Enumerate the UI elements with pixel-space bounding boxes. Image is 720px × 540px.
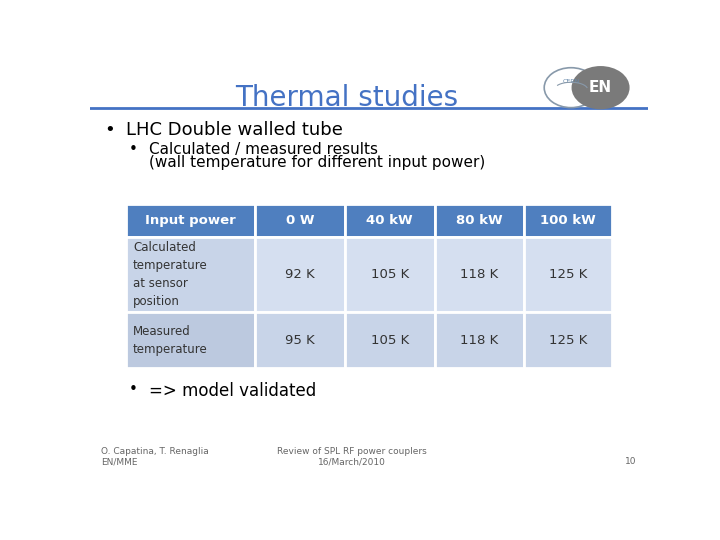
FancyBboxPatch shape <box>524 237 612 312</box>
Text: 40 kW: 40 kW <box>366 214 413 227</box>
Text: 118 K: 118 K <box>460 268 498 281</box>
FancyBboxPatch shape <box>345 237 435 312</box>
Text: EN: EN <box>589 80 612 95</box>
Text: 80 kW: 80 kW <box>456 214 503 227</box>
Text: Thermal studies: Thermal studies <box>235 84 458 112</box>
Text: LHC Double walled tube: LHC Double walled tube <box>126 121 343 139</box>
Text: 95 K: 95 K <box>285 334 315 347</box>
FancyBboxPatch shape <box>524 204 612 237</box>
Circle shape <box>544 68 598 107</box>
FancyBboxPatch shape <box>345 312 435 368</box>
FancyBboxPatch shape <box>435 312 524 368</box>
Text: 105 K: 105 K <box>371 334 409 347</box>
FancyBboxPatch shape <box>255 237 345 312</box>
Text: Review of SPL RF power couplers
16/March/2010: Review of SPL RF power couplers 16/March… <box>277 447 427 466</box>
FancyBboxPatch shape <box>435 204 524 237</box>
Text: •: • <box>104 121 114 139</box>
Text: 0 W: 0 W <box>286 214 314 227</box>
FancyBboxPatch shape <box>126 237 255 312</box>
FancyBboxPatch shape <box>435 237 524 312</box>
Text: 92 K: 92 K <box>285 268 315 281</box>
Text: Input power: Input power <box>145 214 236 227</box>
Text: => model validated: => model validated <box>148 382 316 400</box>
FancyBboxPatch shape <box>255 204 345 237</box>
FancyBboxPatch shape <box>345 204 435 237</box>
FancyBboxPatch shape <box>255 312 345 368</box>
Text: Calculated / measured results: Calculated / measured results <box>148 141 377 157</box>
Text: 10: 10 <box>626 457 637 466</box>
Text: •: • <box>129 382 138 397</box>
Text: 125 K: 125 K <box>549 334 588 347</box>
Text: 118 K: 118 K <box>460 334 498 347</box>
FancyBboxPatch shape <box>126 204 255 237</box>
Text: (wall temperature for different input power): (wall temperature for different input po… <box>148 156 485 171</box>
Circle shape <box>572 66 629 109</box>
Text: •: • <box>129 141 138 157</box>
Text: 125 K: 125 K <box>549 268 588 281</box>
Text: Measured
temperature: Measured temperature <box>133 325 207 355</box>
FancyBboxPatch shape <box>524 312 612 368</box>
Text: CERN: CERN <box>562 79 580 84</box>
Text: 100 kW: 100 kW <box>540 214 596 227</box>
Text: O. Capatina, T. Renaglia
EN/MME: O. Capatina, T. Renaglia EN/MME <box>101 447 209 466</box>
Text: 105 K: 105 K <box>371 268 409 281</box>
FancyBboxPatch shape <box>126 312 255 368</box>
Text: Calculated
temperature
at sensor
position: Calculated temperature at sensor positio… <box>133 241 207 308</box>
